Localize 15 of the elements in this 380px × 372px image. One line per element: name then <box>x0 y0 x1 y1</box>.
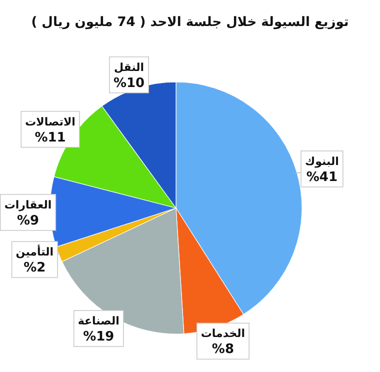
data-label: %19 <box>83 330 114 345</box>
data-label: %8 <box>212 342 234 358</box>
slice-label: التأمين <box>16 244 54 259</box>
data-label: %41 <box>306 170 338 185</box>
slice-label: النقل <box>114 60 144 74</box>
slice-label: البنوك <box>305 154 339 168</box>
slice-label: الخدمات <box>200 327 246 340</box>
slice-label: الصناعة <box>78 314 120 328</box>
chart-title: توزيع السيولة خلال جلسة الاحد ( 74 مليون ريال ) <box>31 15 349 30</box>
data-label: %9 <box>16 213 40 228</box>
data-label: %2 <box>24 260 46 276</box>
slice-label: الاتصالات <box>25 115 76 128</box>
data-label: %11 <box>34 130 66 146</box>
slice-label: العقارات <box>4 198 52 212</box>
data-label: %10 <box>113 76 145 91</box>
